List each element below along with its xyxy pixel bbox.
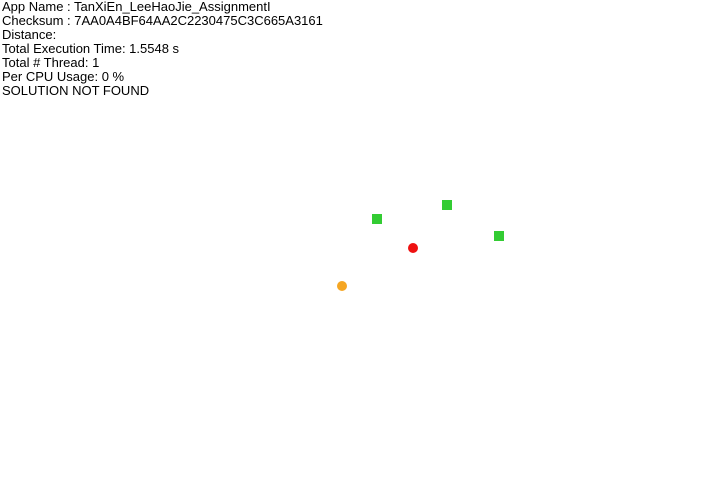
cpu-usage-text: Per CPU Usage: 0 % — [2, 69, 125, 84]
target-square-1 — [372, 214, 382, 224]
checksum-text: Checksum : 7AA0A4BF64AA2C2230475C3C665A3… — [2, 13, 323, 28]
solution-status-text: SOLUTION NOT FOUND — [2, 83, 150, 98]
distance-text: Distance: — [2, 27, 57, 42]
app-name-text: App Name : TanXiEn_LeeHaoJie_AssignmentI — [2, 0, 271, 14]
info-panel: App Name : TanXiEn_LeeHaoJie_AssignmentI… — [2, 0, 422, 98]
current-point-dot — [408, 243, 418, 253]
target-square-2 — [442, 200, 452, 210]
start-point-dot — [337, 281, 347, 291]
execution-time-text: Total Execution Time: 1.5548 s — [2, 41, 180, 56]
target-square-3 — [494, 231, 504, 241]
thread-count-text: Total # Thread: 1 — [2, 55, 100, 70]
